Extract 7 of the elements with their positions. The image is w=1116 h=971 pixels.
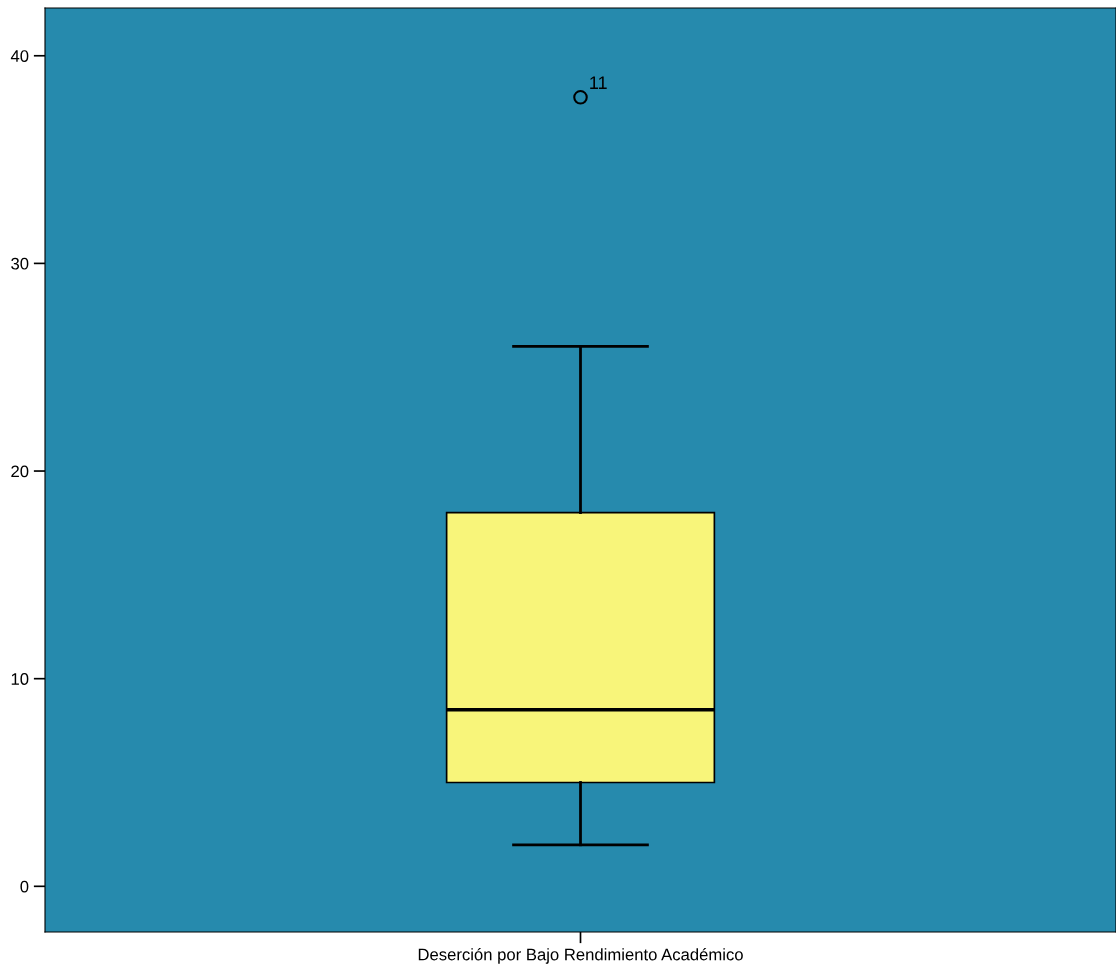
y-tick-label: 10 (11, 673, 29, 685)
x-tick-label: Deserción por Bajo Rendimiento Académico (418, 947, 743, 964)
y-tick-label: 40 (10, 50, 29, 62)
y-tick-label: 20 (11, 465, 29, 478)
y-tick-label: 0 (20, 880, 29, 893)
annotation: 11 (590, 76, 607, 89)
y-tick-label: 30 (11, 257, 29, 270)
